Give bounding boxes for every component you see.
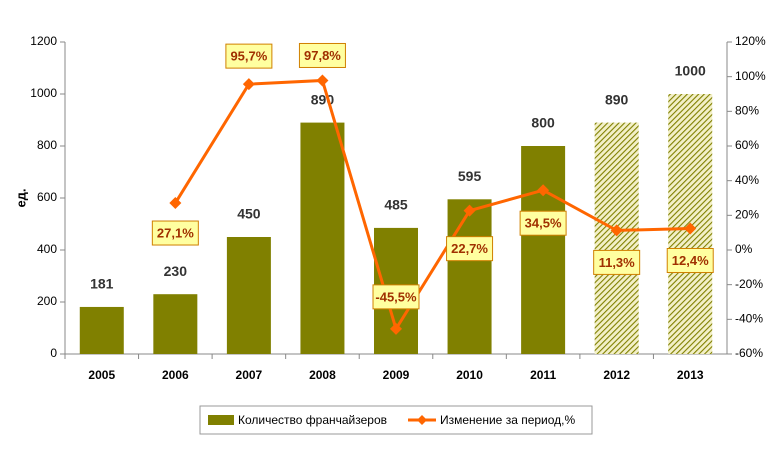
bar-value-label: 1000 [675,63,706,79]
x-tick-label: 2011 [530,368,556,382]
point [242,78,255,91]
y2-tick-label: 80% [735,104,759,118]
point [537,184,550,197]
legend-marker [417,415,427,425]
y2-tick-label: 20% [735,208,759,222]
data-label: -45,5% [375,289,417,304]
data-label: 95,7% [230,49,267,64]
data-label: 22,7% [451,241,488,256]
point [390,322,402,335]
legend-label: Количество франчайзеров [238,413,387,427]
bar-value-label: 450 [237,206,261,222]
x-tick-label: 2013 [677,368,704,382]
y2-tick-label: 40% [735,173,759,187]
data-label-box [372,284,420,310]
y-tick-label: 400 [37,242,57,256]
bar [447,199,492,354]
data-label: 11,3% [599,255,636,270]
y2-tick-label: 120% [735,34,766,48]
legend-swatch [208,415,234,425]
point [610,224,623,237]
data-label-box [666,248,714,274]
point [169,197,182,210]
y-tick-label: 600 [37,190,57,204]
bar-value-label: 595 [458,168,482,184]
y-tick-label: 0 [50,346,57,360]
data-label-box [225,43,273,69]
x-tick-label: 2012 [603,368,630,382]
y-axis-label: ед. [13,188,28,207]
x-tick-label: 2006 [162,368,189,382]
bar [521,146,566,354]
bar [79,306,124,354]
y2-tick-label: 100% [735,69,766,83]
legend-label: Изменение за период,% [440,413,575,427]
y2-tick-label: 60% [735,138,759,152]
bar-value-label: 800 [531,115,555,131]
x-tick-label: 2010 [456,368,483,382]
data-label-box [519,210,567,236]
y2-tick-label: -60% [735,346,763,360]
point [684,222,697,235]
bar-value-label: 181 [90,276,114,292]
y2-tick-label: -20% [735,277,763,291]
data-label: 34,5% [525,216,562,231]
x-tick-label: 2008 [309,368,336,382]
y-tick-label: 1000 [30,86,57,100]
data-label: 27,1% [157,225,194,240]
data-label-box [446,236,494,262]
data-label-box [151,220,199,246]
point [316,74,329,87]
x-tick-label: 2005 [88,368,115,382]
data-label: 97,8% [304,48,341,63]
bar [226,237,271,354]
data-label-box [593,249,641,275]
bar [300,122,345,354]
bar [594,122,639,354]
y-tick-label: 200 [37,294,57,308]
point [463,204,476,217]
bar-value-label: 890 [605,91,629,107]
data-label: 12,4% [672,253,709,268]
y2-tick-label: -40% [735,312,763,326]
x-tick-label: 2009 [383,368,410,382]
bar [153,294,198,354]
y-tick-label: 800 [37,138,57,152]
data-label-box [298,42,346,68]
line [174,78,691,333]
legend [199,405,593,435]
x-tick-label: 2007 [236,368,263,382]
y2-tick-label: 0% [735,242,753,256]
bar-value-label: 485 [384,197,408,213]
y-tick-label: 1200 [30,34,57,48]
bar-value-label: 230 [164,263,188,279]
